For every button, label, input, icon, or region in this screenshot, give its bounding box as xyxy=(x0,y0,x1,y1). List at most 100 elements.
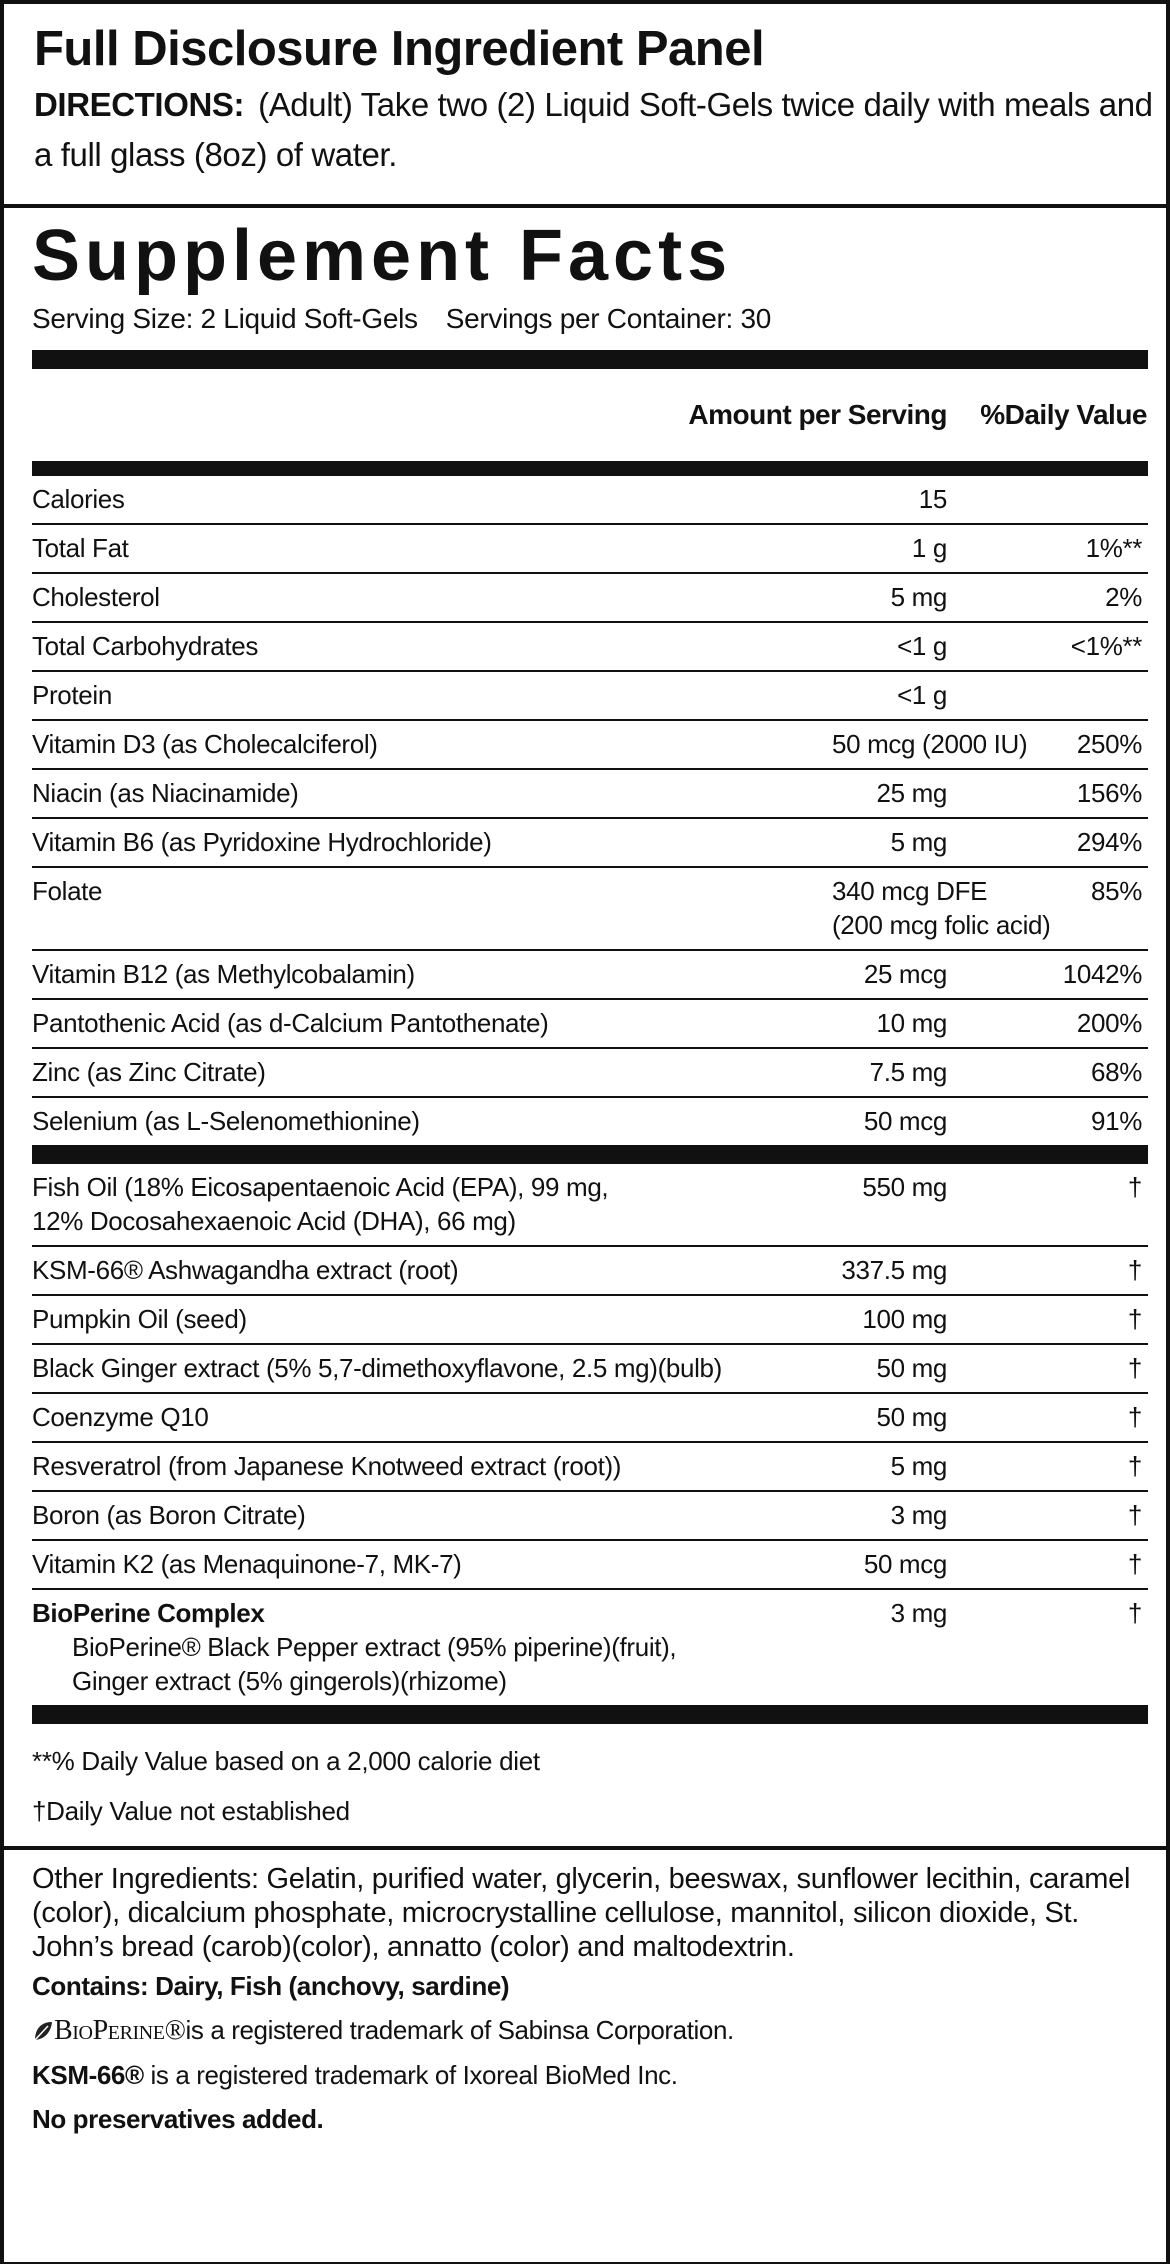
amount-text: 50 mcg (2000 IU) xyxy=(832,729,1028,759)
daily-value: 294% xyxy=(947,825,1142,859)
amount-text: 10 mg xyxy=(876,1008,947,1038)
ingredient-name: Boron (as Boron Citrate) xyxy=(32,1498,832,1532)
amount: 550 mg xyxy=(832,1170,947,1238)
amount: 7.5 mg xyxy=(832,1055,948,1089)
ingredient-name: Fish Oil (18% Eicosapentaenoic Acid (EPA… xyxy=(32,1170,832,1238)
leaf-icon xyxy=(34,2022,52,2041)
note: No preservatives added. xyxy=(32,2104,324,2134)
amount-text: 5 mg xyxy=(890,582,948,612)
daily-value: <1%** xyxy=(947,629,1143,663)
ingredient-name-text: Calories xyxy=(32,484,125,514)
facts-row: KSM-66® Ashwagandha extract (root) 337.5 … xyxy=(32,1247,1148,1296)
amount: <1 g xyxy=(832,629,947,663)
daily-value: 200% xyxy=(947,1006,1142,1040)
daily-value-text: † xyxy=(1127,1451,1142,1481)
thick-rule xyxy=(32,1705,1148,1724)
ksm-brand: KSM-66® xyxy=(32,2060,144,2090)
ingredient-name-text: Black Ginger extract (5% 5,7-dimethoxyfl… xyxy=(32,1353,722,1383)
amount-text: 5 mg xyxy=(890,827,948,857)
facts-row: Pumpkin Oil (seed) 100 mg † xyxy=(32,1296,1148,1345)
contains: Contains: Dairy, Fish (anchovy, sardine) xyxy=(32,1971,510,2001)
amount: 50 mg xyxy=(832,1351,947,1385)
ingredient-name: KSM-66® Ashwagandha extract (root) xyxy=(32,1253,832,1287)
panel-title: Full Disclosure Ingredient Panel xyxy=(34,22,765,76)
amount-text: 50 mcg xyxy=(863,1106,948,1136)
ingredient-name-text: Folate xyxy=(32,876,103,906)
amount: 337.5 mg xyxy=(832,1253,947,1287)
amount-text: 550 mg xyxy=(862,1172,947,1202)
daily-value: 2% xyxy=(947,580,1142,614)
ingredient-name: Total Fat xyxy=(32,531,832,565)
daily-value: † xyxy=(947,1498,1142,1532)
amount-text: 50 mg xyxy=(876,1353,947,1383)
facts-row: BioPerine Complex BioPerine® Black Pepper… xyxy=(32,1590,1148,1705)
daily-value: † xyxy=(947,1400,1142,1434)
amount: <1 g xyxy=(832,678,947,712)
thick-rule xyxy=(32,1145,1148,1164)
ingredient-name: BioPerine Complex BioPerine® Black Pepper… xyxy=(32,1596,832,1698)
amount: 50 mg xyxy=(832,1400,947,1434)
facts-row: Vitamin D3 (as Cholecalciferol) 50 mcg (2… xyxy=(32,721,1148,770)
ingredient-name: Niacin (as Niacinamide) xyxy=(32,776,832,810)
ingredient-name-text: Resveratrol (from Japanese Knotweed extr… xyxy=(32,1451,622,1481)
amount-text: <1 g xyxy=(897,680,947,710)
directions-label: DIRECTIONS: xyxy=(34,86,245,123)
daily-value: † xyxy=(947,1351,1142,1385)
amount: 100 mg xyxy=(832,1302,947,1336)
ingredient-name-text: Pantothenic Acid (as d-Calcium Pantothen… xyxy=(32,1008,549,1038)
ingredient-name: Pumpkin Oil (seed) xyxy=(32,1302,832,1336)
facts-row: Fish Oil (18% Eicosapentaenoic Acid (EPA… xyxy=(32,1164,1148,1247)
facts-row: Vitamin B12 (as Methylcobalamin) 25 mcg 10… xyxy=(32,951,1148,1000)
ingredient-name-text: KSM-66® Ashwagandha extract (root) xyxy=(32,1255,459,1285)
daily-value xyxy=(947,678,1142,712)
facts-row: Boron (as Boron Citrate) 3 mg † xyxy=(32,1492,1148,1541)
amount-text: 3 mg xyxy=(890,1598,948,1628)
daily-value-text: 91% xyxy=(1091,1106,1142,1136)
daily-value: 156% xyxy=(947,776,1142,810)
ingredient-name-line: 12% Docosahexaenoic Acid (DHA), 66 mg) xyxy=(32,1206,516,1236)
daily-value-text: † xyxy=(1127,1549,1142,1579)
daily-value-text: 200% xyxy=(1076,1008,1142,1038)
daily-value: † xyxy=(947,1596,1142,1698)
daily-value xyxy=(947,482,1142,516)
ingredient-rows: Fish Oil (18% Eicosapentaenoic Acid (EPA… xyxy=(32,1164,1148,1705)
daily-value-text: † xyxy=(1127,1500,1142,1530)
ingredient-name-text: Coenzyme Q10 xyxy=(32,1402,209,1432)
facts-row: Niacin (as Niacinamide) 25 mg 156% xyxy=(32,770,1148,819)
ingredient-name-text: Boron (as Boron Citrate) xyxy=(32,1500,306,1530)
amount-header: Amount per Serving xyxy=(688,399,947,430)
daily-value: 1042% xyxy=(947,957,1143,991)
daily-value-header: %Daily Value xyxy=(980,399,1147,430)
directions: DIRECTIONS: (Adult) Take two (2) Liquid S… xyxy=(34,80,1154,180)
ingredient-name-text: Total Carbohydrates xyxy=(32,631,259,661)
amount-text: 3 mg xyxy=(890,1500,948,1530)
amount-text: 50 mcg xyxy=(863,1549,948,1579)
amount-text: 25 mg xyxy=(876,778,947,808)
facts-row: Protein <1 g xyxy=(32,672,1148,721)
ingredient-name-text: Vitamin D3 (as Cholecalciferol) xyxy=(32,729,378,759)
ingredient-name-text: Total Fat xyxy=(32,533,129,563)
amount-text: 15 xyxy=(918,484,948,514)
other-box: Other Ingredients: Gelatin, purified wat… xyxy=(4,1846,1166,2141)
amount-text: 5 mg xyxy=(890,1451,948,1481)
ingredient-name-text: Vitamin K2 (as Menaquinone-7, MK-7) xyxy=(32,1549,462,1579)
serving-line: Serving Size: 2 Liquid Soft-Gels Servings… xyxy=(32,300,1148,350)
footnote: †Daily Value not established xyxy=(32,1796,350,1826)
column-header: Amount per Serving %Daily Value xyxy=(32,369,1148,461)
facts-row: Resveratrol (from Japanese Knotweed extr… xyxy=(32,1443,1148,1492)
daily-value-text: 68% xyxy=(1091,1057,1142,1087)
amount: 3 mg xyxy=(832,1596,948,1698)
facts-row: Vitamin K2 (as Menaquinone-7, MK-7) 50 mc… xyxy=(32,1541,1148,1590)
daily-value: † xyxy=(947,1302,1142,1336)
daily-value-text: 156% xyxy=(1076,778,1142,808)
ingredient-name-text: Zinc (as Zinc Citrate) xyxy=(32,1057,266,1087)
ingredient-name: Calories xyxy=(32,482,832,516)
ingredient-name: Protein xyxy=(32,678,832,712)
ingredient-name-text: Pumpkin Oil (seed) xyxy=(32,1304,247,1334)
daily-value: 1%** xyxy=(947,531,1143,565)
daily-value-text: 1042% xyxy=(1062,959,1143,989)
amount-text: 100 mg xyxy=(862,1304,947,1334)
trademark-text: is a registered trademark of Ixoreal Bio… xyxy=(143,2060,678,2090)
